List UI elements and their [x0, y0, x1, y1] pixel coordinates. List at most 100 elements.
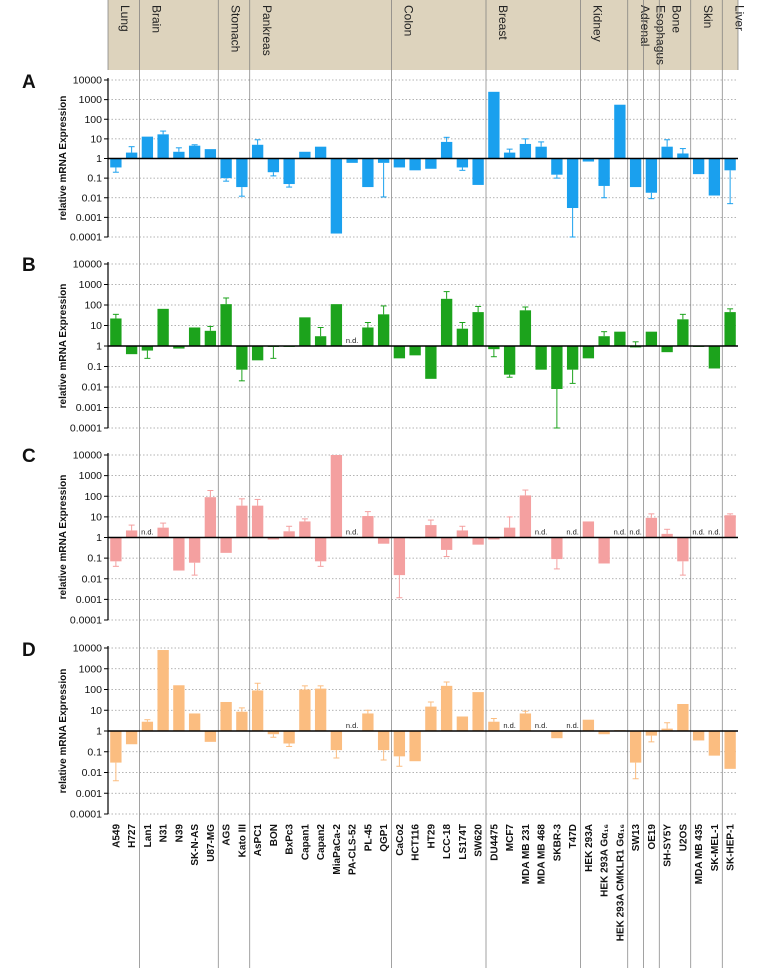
y-axis-label: relative mRNA Expression [58, 475, 69, 600]
bar-b-mda-mb-231 [519, 310, 532, 346]
bar-c-skbr-3 [551, 537, 563, 560]
bar-c-du4475 [488, 537, 500, 540]
y-tick-label: 10 [90, 705, 102, 717]
y-tick-label: 10000 [73, 75, 102, 87]
bar-c-sh-sy5y [661, 533, 673, 538]
bar-d-caco2 [393, 731, 406, 757]
nd-label: n.d. [535, 721, 548, 730]
bar-c-u2os [677, 537, 689, 562]
tissue-label-pankreas: Pankreas [260, 5, 274, 56]
panel-letter: A [22, 72, 36, 93]
bar-c-ht29 [425, 525, 437, 538]
bar-a-skbr-3 [551, 158, 563, 175]
bar-b-aspc1 [251, 346, 264, 361]
bar-b-mda-mb-468 [535, 346, 547, 370]
cell-line-label-oe19: OE19 [647, 824, 658, 850]
nd-label: n.d. [566, 528, 579, 537]
nd-label: n.d. [629, 528, 642, 537]
cell-line-label-hek-293a-cmklr1-g: HEK 293A CMKLR1 Gα₁₆ [615, 824, 626, 941]
bar-a-hek-293a-g [598, 158, 610, 186]
bar-d-sw13 [629, 731, 642, 763]
bar-a-oe19 [645, 158, 658, 193]
bar-d-bxpc3 [283, 731, 295, 744]
bar-c-kato-iii [236, 505, 248, 538]
cell-line-label-h727: H727 [127, 824, 138, 848]
nd-label: n.d. [346, 528, 359, 537]
y-tick-label: 100 [84, 491, 102, 503]
cell-line-label-t47d: T47D [568, 824, 579, 848]
bar-c-sk-n-as [188, 537, 201, 563]
tissue-header: Lung Brain Stomach Pankreas Colon Breast Kidne… [108, 0, 746, 70]
bar-a-mda-mb-468 [535, 146, 547, 159]
bar-d-mda-mb-231 [519, 713, 532, 731]
y-tick-label: 0.01 [82, 382, 103, 394]
bar-a-sw620 [472, 158, 484, 185]
bar-c-sk-hep-1 [724, 515, 736, 538]
nd-label: n.d. [535, 528, 548, 537]
bar-d-oe19 [645, 731, 658, 736]
bar-a-hek-293a-cmklr1-g [614, 104, 626, 159]
tissue-label-colon: Colon [402, 5, 416, 36]
bar-a-capan1 [299, 151, 311, 159]
y-tick-label: 0.1 [87, 361, 102, 373]
bar-b-oe19 [645, 331, 658, 346]
y-tick-label: 10000 [73, 259, 102, 271]
cell-line-label-lan1: Lan1 [143, 824, 154, 848]
cell-line-label-n39: N39 [174, 824, 185, 843]
bar-b-capan2 [314, 336, 327, 346]
bar-d-pl-45 [362, 713, 374, 731]
bar-d-hek-293a-g [598, 731, 610, 735]
cell-line-label-sw13: SW13 [631, 824, 642, 852]
panels-layer: 10000 1000 100 10 1 0.1 0.01 0.001 0.0001 Arelati… [22, 72, 738, 821]
panel-a: 10000 1000 100 10 1 0.1 0.01 0.001 0.0001 Arelati… [22, 72, 738, 244]
cell-line-label-sw620: SW620 [474, 824, 485, 857]
y-tick-label: 0.01 [82, 767, 103, 779]
y-tick-label: 0.001 [76, 402, 102, 414]
tissue-label-adrenal: Adrenal [638, 5, 652, 46]
bar-a-mda-mb-231 [519, 143, 532, 159]
bar-c-mcf7 [503, 527, 516, 538]
y-tick-label: 0.0001 [70, 809, 102, 821]
tissue-label-liver: Liver [732, 5, 746, 31]
bar-d-lan1 [141, 721, 154, 731]
cell-line-label-mda-mb-231: MDA MB 231 [521, 824, 532, 885]
bar-d-n39 [173, 685, 185, 731]
bar-a-h727 [125, 152, 138, 159]
bar-c-hek-293a [582, 521, 595, 538]
bar-a-pl-45 [362, 158, 374, 188]
y-tick-label: 0.0001 [70, 615, 102, 627]
tissue-label-brain: Brain [150, 5, 164, 33]
cell-line-label-miapaca-2: MiaPaCa-2 [332, 824, 343, 875]
bar-b-n39 [173, 346, 185, 349]
bar-b-kato-iii [236, 346, 248, 370]
bar-c-caco2 [393, 537, 406, 576]
bar-c-miapaca-2 [330, 455, 343, 538]
bar-a-ls174t [456, 158, 469, 168]
cell-line-labels: A549 H727 Lan1 N31 N39 SK-N-AS U87-MG AGS Kato I… [111, 824, 736, 942]
bar-d-miapaca-2 [330, 731, 343, 751]
cell-line-label-u2os: U2OS [678, 824, 689, 852]
bar-b-miapaca-2 [330, 304, 343, 346]
bar-d-sk-mel-1 [708, 731, 721, 756]
bar-c-u87-mg [204, 497, 217, 538]
bar-a-sk-mel-1 [708, 158, 721, 196]
bar-d-kato-iii [236, 711, 248, 731]
bar-b-qgp1 [377, 314, 390, 346]
bar-b-t47d [566, 346, 579, 370]
y-tick-label: 0.001 [76, 212, 102, 224]
bar-b-caco2 [393, 346, 406, 359]
y-tick-label: 100 [84, 300, 102, 312]
bar-c-a549 [110, 537, 122, 562]
cell-line-label-lcc-18: LCC-18 [442, 824, 453, 859]
bar-a-bon [267, 158, 280, 173]
bar-a-hek-293a [582, 158, 595, 162]
bar-b-h727 [125, 346, 138, 355]
y-tick-label: 100 [84, 114, 102, 126]
bar-a-n31 [157, 134, 169, 159]
bar-d-aspc1 [251, 690, 264, 731]
bar-a-caco2 [393, 158, 406, 168]
grid-layer [107, 0, 739, 968]
nd-label: n.d. [346, 336, 359, 345]
y-axis-label: relative mRNA Expression [58, 669, 69, 794]
